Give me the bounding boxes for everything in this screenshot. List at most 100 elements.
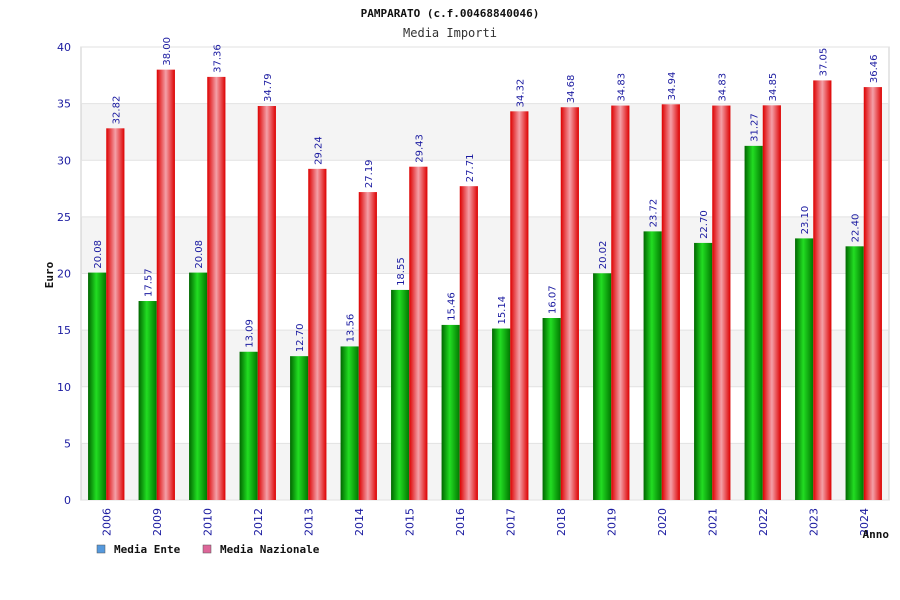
chart-title: PAMPARATO (c.f.00468840046)	[361, 7, 540, 20]
bar-media-ente	[492, 328, 511, 500]
value-label-media-ente: 15.46	[447, 292, 458, 321]
x-tick-label: 2023	[807, 508, 820, 536]
value-label-media-nazionale: 34.85	[768, 73, 779, 102]
bar-media-ente	[239, 351, 258, 500]
bar-media-nazionale	[712, 105, 731, 501]
x-tick-label: 2014	[353, 508, 366, 536]
bar-media-nazionale	[257, 106, 276, 501]
y-tick-label: 30	[57, 154, 71, 167]
value-label-media-ente: 15.14	[497, 296, 508, 325]
value-label-media-nazionale: 34.79	[263, 73, 274, 102]
legend-label-media-ente: Media Ente	[114, 543, 181, 556]
bar-media-nazionale	[156, 69, 175, 501]
x-tick-label: 2022	[757, 508, 770, 536]
value-label-media-ente: 17.57	[144, 268, 155, 297]
value-label-media-nazionale: 27.19	[364, 159, 375, 188]
x-tick-label: 2012	[252, 508, 265, 536]
bar-media-ente	[391, 289, 410, 500]
bar-media-ente	[795, 238, 814, 500]
x-tick-label: 2016	[454, 508, 467, 536]
y-tick-label: 0	[64, 494, 71, 507]
bar-media-nazionale	[308, 168, 327, 500]
value-label-media-ente: 31.27	[750, 113, 761, 142]
chart-subtitle: Media Importi	[403, 26, 497, 40]
bar-media-nazionale	[510, 111, 529, 501]
x-tick-label: 2009	[151, 508, 164, 536]
bar-media-ente	[441, 324, 460, 500]
y-tick-label: 25	[57, 211, 71, 224]
x-tick-label: 2021	[706, 508, 719, 536]
x-tick-label: 2006	[100, 508, 113, 536]
value-label-media-nazionale: 29.43	[414, 134, 425, 163]
value-label-media-nazionale: 34.94	[667, 72, 678, 101]
bar-media-ente	[744, 145, 763, 500]
value-label-media-ente: 20.08	[93, 240, 104, 269]
value-label-media-ente: 23.72	[649, 199, 660, 228]
bar-media-nazionale	[409, 166, 428, 500]
value-label-media-nazionale: 34.68	[566, 75, 577, 104]
value-label-media-ente: 22.40	[851, 214, 862, 243]
x-tick-label: 2015	[403, 508, 416, 536]
bar-media-ente	[593, 273, 612, 500]
bar-media-nazionale	[762, 105, 781, 500]
legend-label-media-nazionale: Media Nazionale	[220, 543, 320, 556]
x-tick-label: 2013	[302, 508, 315, 536]
bar-media-ente	[542, 318, 561, 500]
x-axis-title: Anno	[863, 528, 890, 541]
legend-swatch-media-nazionale	[202, 544, 212, 554]
value-label-media-ente: 23.10	[800, 206, 811, 235]
bar-media-ente	[340, 346, 359, 500]
y-axis-ticks: 0 5 10 15 20 25 30 35 40	[57, 41, 71, 507]
value-label-media-nazionale: 37.36	[212, 44, 223, 73]
x-tick-label: 2010	[201, 508, 214, 536]
value-label-media-nazionale: 34.83	[616, 73, 627, 102]
value-label-media-ente: 22.70	[699, 210, 710, 239]
value-label-media-ente: 18.55	[396, 257, 407, 286]
value-label-media-ente: 13.56	[346, 314, 357, 343]
bar-media-nazionale	[358, 192, 377, 501]
value-label-media-nazionale: 27.71	[465, 154, 476, 183]
value-label-media-nazionale: 36.46	[869, 54, 880, 83]
value-label-media-nazionale: 37.05	[818, 48, 829, 77]
bar-media-ente	[845, 246, 864, 500]
bar-media-ente	[189, 272, 208, 500]
x-tick-label: 2024	[858, 508, 871, 536]
x-tick-label: 2018	[555, 508, 568, 536]
bar-media-nazionale	[611, 105, 630, 501]
y-tick-label: 20	[57, 268, 71, 281]
value-label-media-nazionale: 34.32	[515, 79, 526, 108]
bar-media-ente	[88, 272, 107, 500]
value-label-media-nazionale: 29.24	[313, 136, 324, 165]
y-tick-label: 35	[57, 98, 71, 111]
value-label-media-ente: 20.08	[194, 240, 205, 269]
y-tick-label: 5	[64, 437, 71, 450]
value-labels: 20.08 32.82 17.57 38.00 20.08 37.36 13.09 34.79…	[93, 37, 880, 352]
value-label-media-ente: 13.09	[245, 319, 256, 348]
value-label-media-nazionale: 38.00	[162, 37, 173, 66]
bar-media-ente	[643, 231, 662, 500]
bar-media-nazionale	[459, 186, 478, 500]
y-tick-label: 15	[57, 324, 71, 337]
bar-media-nazionale	[207, 76, 226, 500]
value-label-media-ente: 12.70	[295, 324, 306, 353]
value-label-media-ente: 16.07	[548, 285, 559, 314]
y-tick-label: 10	[57, 381, 71, 394]
bar-media-ente	[290, 356, 309, 500]
bar-media-nazionale	[863, 87, 882, 500]
bars	[88, 69, 882, 501]
bar-media-nazionale	[813, 80, 832, 500]
bar-media-nazionale	[661, 104, 680, 500]
bar-media-nazionale	[106, 128, 125, 500]
value-label-media-nazionale: 34.83	[717, 73, 728, 102]
x-tick-label: 2017	[504, 508, 517, 536]
value-label-media-nazionale: 32.82	[111, 96, 122, 125]
y-axis-title: Euro	[43, 261, 56, 288]
x-tick-label: 2019	[605, 508, 618, 536]
bar-media-nazionale	[560, 107, 579, 501]
x-tick-label: 2020	[656, 508, 669, 536]
legend-swatch-media-ente	[96, 544, 106, 554]
bar-media-ente	[694, 242, 713, 501]
legend: Media Ente Media Nazionale	[96, 543, 320, 556]
value-label-media-ente: 20.02	[598, 241, 609, 270]
